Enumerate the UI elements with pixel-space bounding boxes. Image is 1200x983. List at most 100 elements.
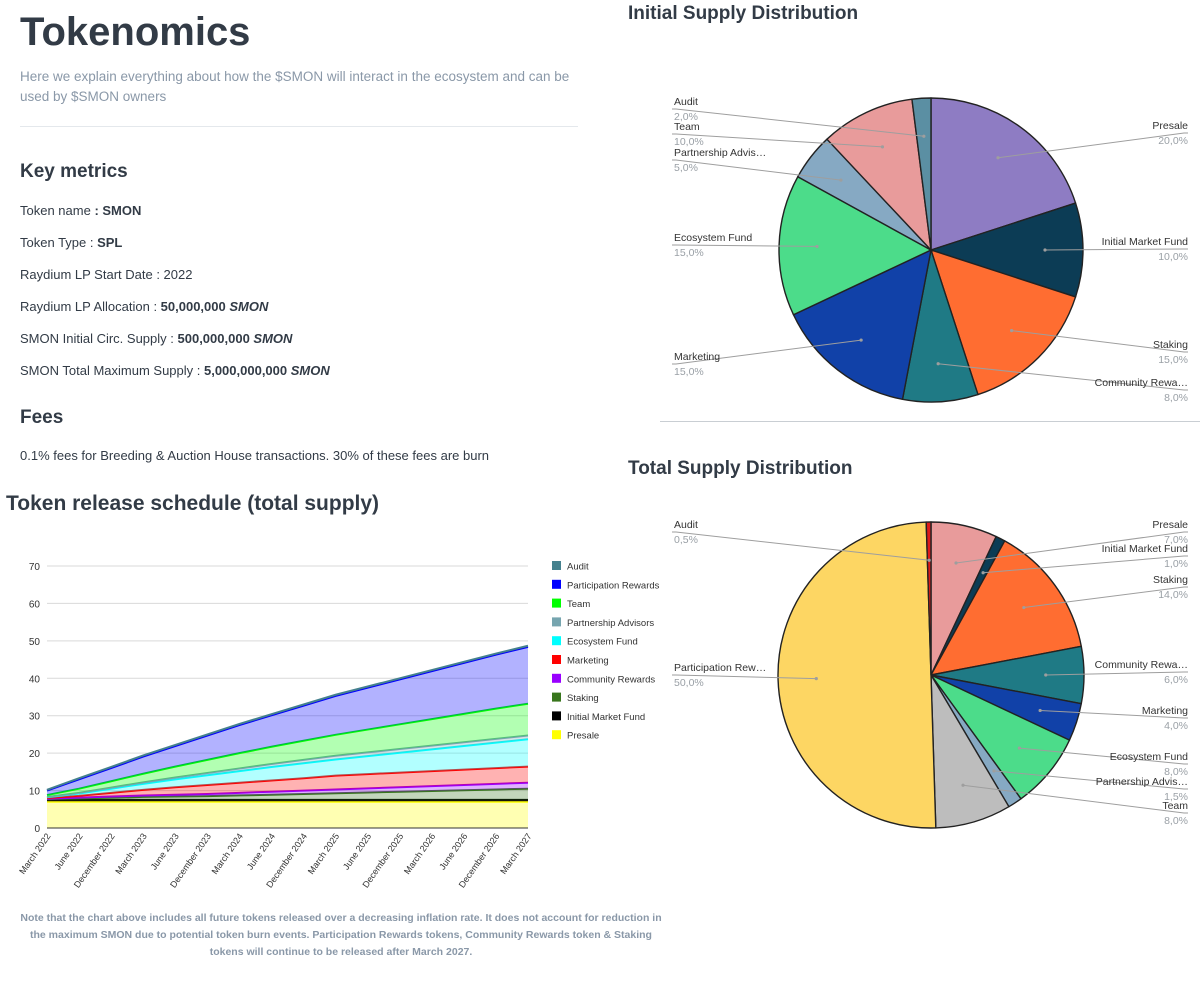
leader-dot bbox=[992, 769, 996, 773]
legend-label: Audit bbox=[567, 562, 589, 573]
leader-dot bbox=[1010, 329, 1014, 333]
metric-token-name: Token name : SMON bbox=[20, 203, 141, 218]
y-tick-label: 30 bbox=[29, 712, 41, 723]
legend-swatch bbox=[552, 636, 561, 646]
metric-value: 5,000,000,000 bbox=[203, 363, 288, 378]
key-metrics-heading: Key metrics bbox=[20, 161, 128, 182]
metric-lp-start-date: Raydium LP Start Date : 2022 bbox=[20, 267, 192, 282]
x-tick-label: March 2022 bbox=[17, 831, 52, 876]
slice-label: Audit bbox=[674, 519, 698, 531]
leader-line bbox=[1023, 586, 1188, 609]
leader-line bbox=[1019, 747, 1188, 765]
leader-line bbox=[1044, 248, 1188, 251]
total-supply-heading: Total Supply Distribution bbox=[628, 458, 853, 479]
y-tick-label: 40 bbox=[29, 674, 41, 685]
leader-line bbox=[997, 132, 1188, 159]
legend-swatch bbox=[552, 617, 561, 627]
legend-swatch bbox=[552, 561, 561, 570]
slice-label: Marketing bbox=[1142, 705, 1188, 717]
leader-line bbox=[1045, 671, 1188, 676]
x-tick-label: June 2023 bbox=[149, 831, 181, 871]
slice-label: Initial Market Fund bbox=[1102, 236, 1189, 248]
leader-dot bbox=[839, 178, 843, 182]
line-partnership-advisors bbox=[46, 734, 529, 798]
area-presale bbox=[47, 801, 528, 828]
metric-value: 500,000,000 bbox=[177, 331, 250, 346]
line-participation-rewards bbox=[46, 645, 529, 792]
slice-percent: 1,0% bbox=[1164, 558, 1188, 570]
slice-percent: 15,0% bbox=[1158, 354, 1188, 366]
initial-supply-pie: Presale 20,0% Initial Market Fund 10,0% Stak… bbox=[672, 96, 1189, 404]
leader-line bbox=[962, 784, 1188, 814]
leader-line bbox=[672, 531, 930, 561]
intro-text: Here we explain everything about how the… bbox=[20, 69, 570, 104]
line-staking bbox=[46, 787, 529, 801]
line-ecosystem-fund bbox=[46, 738, 529, 799]
slice-label: Ecosystem Fund bbox=[674, 232, 752, 244]
slice-percent: 8,0% bbox=[1164, 766, 1188, 778]
slice-percent: 50,0% bbox=[674, 677, 704, 689]
page-title: Tokenomics bbox=[20, 10, 251, 54]
slice-label: Partnership Advis… bbox=[1096, 776, 1188, 788]
total-supply-pie: Presale 7,0%Initial Market Fund 1,0% Stakin… bbox=[672, 519, 1188, 829]
slice-percent: 5,0% bbox=[674, 162, 698, 174]
metric-token-type: Token Type : SPL bbox=[20, 235, 122, 250]
metric-label: Raydium LP Allocation : bbox=[20, 299, 161, 314]
legend-label: Community Rewards bbox=[567, 674, 655, 685]
slice-percent: 1,5% bbox=[1164, 791, 1188, 803]
slice-label: Staking bbox=[1153, 339, 1188, 351]
slice-label: Staking bbox=[1153, 574, 1188, 586]
x-tick-label: March 2024 bbox=[210, 831, 245, 876]
leader-dot bbox=[996, 156, 1000, 160]
slice-label: Presale bbox=[1152, 519, 1188, 531]
legend-swatch bbox=[552, 692, 561, 702]
leader-dot bbox=[1017, 746, 1022, 750]
legend-label: Staking bbox=[567, 693, 599, 704]
legend-swatch bbox=[552, 598, 561, 608]
metric-value: 50,000,000 bbox=[160, 299, 226, 314]
leader-line bbox=[1011, 330, 1188, 353]
slice-label: Presale bbox=[1152, 120, 1188, 132]
leader-line bbox=[672, 159, 841, 181]
x-tick-label: March 2023 bbox=[113, 831, 148, 876]
x-tick-label: March 2025 bbox=[306, 831, 341, 876]
slice-presale bbox=[930, 97, 1077, 251]
x-tick-label: June 2025 bbox=[341, 831, 373, 871]
legend-swatch bbox=[552, 579, 561, 589]
slice-team bbox=[826, 98, 932, 251]
schedule-heading: Token release schedule (total supply) bbox=[6, 492, 380, 515]
metric-unit: SMON bbox=[290, 363, 330, 378]
leader-dot bbox=[1022, 605, 1026, 610]
slice-staking bbox=[930, 540, 1082, 676]
x-tick-label: June 2026 bbox=[437, 831, 469, 871]
leader-dot bbox=[814, 677, 818, 681]
leader-line bbox=[672, 133, 883, 148]
area-team bbox=[47, 703, 528, 797]
slice-percent: 8,0% bbox=[1164, 815, 1188, 827]
y-tick-label: 50 bbox=[29, 637, 41, 648]
legend-label: Initial Market Fund bbox=[567, 712, 645, 723]
x-tick-label: March 2027 bbox=[498, 831, 533, 876]
slice-percent: 2,0% bbox=[674, 111, 698, 123]
slice-percent: 0,5% bbox=[674, 534, 698, 546]
metric-label: SMON Initial Circ. Supply : bbox=[20, 331, 178, 346]
slice-label: Partnership Advis… bbox=[674, 147, 766, 159]
slice-label: Team bbox=[1162, 800, 1188, 812]
y-tick-label: 10 bbox=[29, 787, 41, 798]
slice-label: Team bbox=[674, 121, 700, 133]
divider bbox=[660, 421, 1200, 422]
leader-dot bbox=[1044, 673, 1048, 677]
legend-label: Participation Rewards bbox=[567, 580, 660, 591]
slice-ecosystem-fund bbox=[778, 176, 932, 316]
metric-value: : SMON bbox=[94, 203, 142, 218]
slice-marketing bbox=[792, 249, 932, 401]
leader-dot bbox=[927, 558, 931, 562]
slice-label: Community Rewa… bbox=[1095, 377, 1188, 389]
leader-dot bbox=[981, 571, 985, 575]
metric-max-supply: SMON Total Maximum Supply : 5,000,000,00… bbox=[20, 363, 330, 378]
fees-heading: Fees bbox=[20, 407, 64, 428]
leader-line bbox=[1040, 709, 1188, 719]
legend-label: Ecosystem Fund bbox=[567, 637, 638, 648]
area-marketing bbox=[47, 766, 528, 799]
leader-line bbox=[938, 363, 1188, 391]
